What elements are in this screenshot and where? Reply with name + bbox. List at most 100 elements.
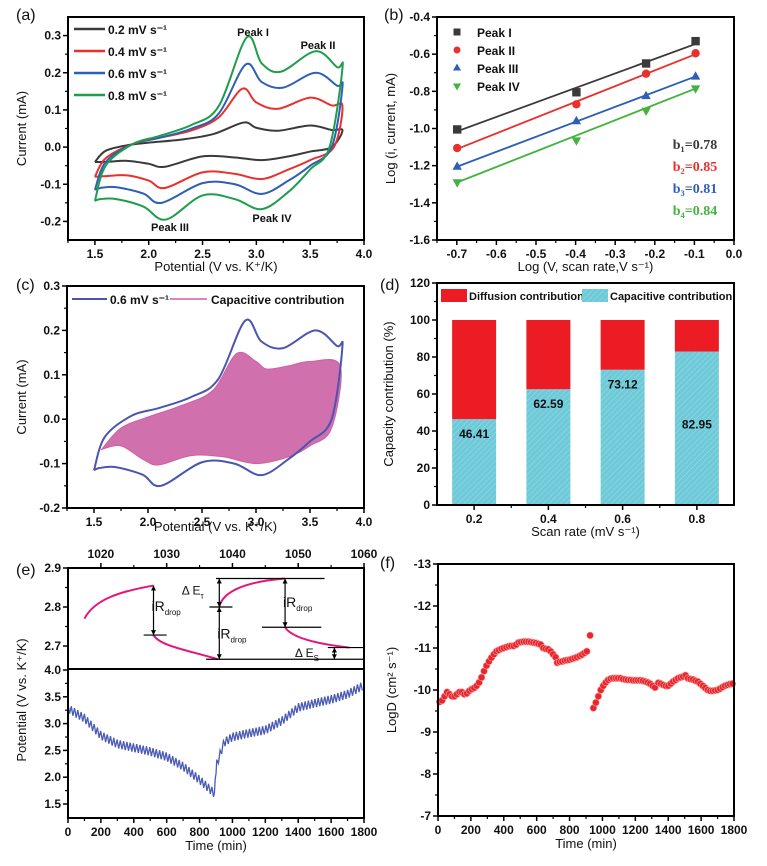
y-axis-title: Capacity contribution (%) [381, 321, 396, 466]
y-tick-label: -1.0 [409, 122, 430, 136]
bar-diffusion [674, 320, 719, 352]
x-tick-label: 2.5 [194, 515, 211, 529]
data-point [477, 673, 486, 682]
panel-e: (e) 0 200 400 600 800 1000 1200 1400 1600 1800 Time… [14, 547, 378, 853]
x-tick-label: 0 [435, 823, 442, 837]
annotation-peak-iv: Peak IV [252, 213, 292, 225]
x-tick-label: 0.2 [466, 512, 483, 526]
slope-label: b₁=0.78 [673, 138, 717, 153]
marker-triangle-down [641, 107, 651, 117]
y-tick-label: 0.1 [43, 368, 60, 382]
marker-circle [572, 100, 581, 109]
bar-capacitive [600, 369, 645, 505]
bar-data-label: 62.59 [533, 397, 563, 411]
arrow-head [216, 654, 222, 660]
legend-swatch-capacitive [582, 289, 608, 302]
arrow-head [216, 578, 222, 584]
marker-triangle-up [571, 115, 582, 125]
bar-capacitive [526, 389, 571, 505]
legend-label: Diffusion contribution [469, 291, 584, 303]
x-tick-label: 1800 [721, 823, 748, 837]
bar-capacitive [452, 419, 497, 505]
panel-b: (b) Peak I b₁=0.78 Peak II b₂=0.85 Peak III b₃… [383, 7, 743, 274]
panel-f: (f) 0 200 400 600 800 1000 1200 1400 1600 1800 Time… [380, 555, 748, 851]
x-tick-label: 2.0 [140, 515, 157, 529]
y-tick-label: 0.0 [44, 140, 61, 154]
gitt-trace [67, 682, 364, 797]
y-axis-title: Log (i, current, mA) [383, 73, 398, 184]
x-tick-label: 1000 [219, 825, 246, 839]
x-tick-label: 800 [560, 823, 580, 837]
x-tick-label: -0.3 [605, 247, 626, 261]
x-tick-label: -0.7 [446, 247, 467, 261]
annotation-peak-ii: Peak II [301, 40, 336, 52]
slope-label: b₄=0.84 [673, 204, 717, 219]
y-tick-label: -7 [420, 809, 431, 823]
y-tick-label: -0.1 [40, 177, 61, 191]
legend-label: 0.4 mV s⁻¹ [108, 45, 167, 59]
plot-frame [437, 563, 735, 817]
annotation-peak-iii: Peak III [151, 222, 189, 234]
y-tick-label: -10 [414, 683, 432, 697]
x-tick-label: 3.0 [248, 247, 265, 261]
inset-x-tick-label: 1060 [351, 547, 378, 561]
marker-triangle-up [690, 71, 701, 80]
panel-a: (a) 0.2 mV s⁻¹ 0.4 mV s⁻¹ 0.6 mV s⁻¹ 0.8 mV … [14, 7, 373, 274]
x-tick-label: 1200 [622, 823, 649, 837]
legend-label: Capacitive contribution [211, 293, 344, 307]
x-tick-label: -0.1 [684, 247, 705, 261]
x-tick-label: 200 [461, 823, 481, 837]
marker-circle [452, 143, 462, 153]
marker-triangle-down [571, 137, 582, 146]
fit-line [456, 87, 696, 184]
inset-relax-curve [218, 577, 286, 608]
x-axis-title: Log (V, scan rate,V s⁻¹) [518, 259, 654, 274]
y-tick-label: 20 [417, 461, 431, 475]
panel-label-c: (c) [16, 277, 35, 294]
y-tick-label: 4.0 [44, 663, 61, 677]
y-tick-label: -0.2 [40, 214, 61, 228]
y-tick-label: 0.3 [43, 279, 60, 293]
cv-curve [93, 318, 344, 488]
arrow-head [331, 647, 337, 653]
y-tick-label: 100 [410, 313, 430, 327]
y-tick-label: 0.2 [44, 66, 61, 80]
x-tick-label: -0.6 [486, 247, 507, 261]
data-point [592, 698, 600, 707]
x-axis-title: Potential (V vs. K⁺/K) [154, 519, 277, 534]
inset-y-tick-label: 2.9 [44, 561, 61, 575]
x-tick-label: 1400 [655, 823, 682, 837]
x-axis-title: Time (min) [185, 838, 247, 853]
capacitive-area [100, 351, 342, 466]
arrow-head [151, 585, 157, 591]
y-axis-title: LogD (cm² s⁻¹) [384, 647, 399, 733]
y-tick-label: 2.0 [44, 770, 61, 784]
inset-y-tick-label: 2.7 [44, 639, 61, 653]
marker-triangle-down [453, 83, 461, 91]
x-tick-label: 400 [124, 825, 144, 839]
legend-label: Capacitive contribution [610, 291, 733, 303]
arrow-head [216, 607, 222, 612]
marker-triangle-up [453, 63, 461, 71]
panel-label-f: (f) [380, 555, 395, 572]
x-tick-label: 400 [494, 823, 514, 837]
y-tick-label: 0.1 [44, 103, 61, 117]
bar-diffusion [600, 320, 645, 370]
x-tick-label: 0.6 [614, 512, 631, 526]
bar-data-label: 82.95 [682, 418, 712, 432]
slope-label: b₂=0.85 [673, 160, 717, 175]
delta-e-tau-label: Δ Eτ [182, 583, 205, 600]
inset-y-tick-label: 2.8 [44, 600, 61, 614]
x-tick-label: 800 [190, 825, 210, 839]
annotation-peak-i: Peak I [237, 27, 269, 39]
inset-x-tick-label: 1040 [219, 547, 246, 561]
x-tick-label: 0 [65, 825, 72, 839]
y-tick-label: -8 [420, 767, 431, 781]
x-tick-label: 600 [527, 823, 547, 837]
marker-triangle-up [452, 161, 462, 170]
y-tick-label: 0.2 [43, 323, 60, 337]
delta-e-s-label: Δ ES [295, 646, 319, 663]
x-tick-label: 1.5 [86, 515, 103, 529]
x-tick-label: 1.5 [87, 247, 104, 261]
